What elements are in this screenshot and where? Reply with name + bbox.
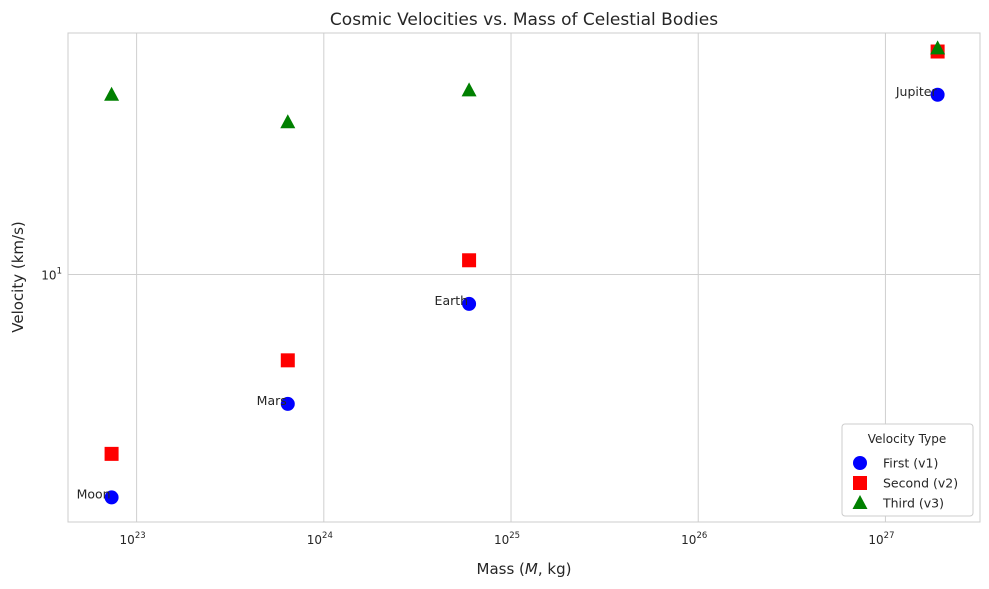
x-tick-exponent: 24 [322, 531, 333, 541]
x-tick-label: 1027 [868, 531, 894, 547]
x-tick-base: 10 [494, 533, 509, 547]
plot-frame [67, 32, 981, 523]
x-axis-label: Mass (M, kg) [477, 560, 572, 578]
legend-items: First (v1) Second (v2) Third (v3) [852, 456, 958, 511]
point-triangle [461, 82, 477, 97]
point-circle [930, 87, 945, 102]
x-tick-exponent: 27 [884, 531, 895, 541]
grid-layer [68, 33, 980, 522]
legend-marker-circle [853, 456, 867, 470]
legend-label: First (v1) [883, 456, 938, 471]
chart-title: Cosmic Velocities vs. Mass of Celestial … [330, 10, 718, 30]
point-circle [462, 296, 477, 311]
x-tick-label: 1023 [120, 531, 146, 547]
point-square [462, 253, 477, 268]
y-tick-label: 101 [41, 266, 62, 282]
body-label: Mars [257, 393, 287, 408]
point-circle [280, 396, 295, 411]
x-tick-exponent: 26 [696, 531, 707, 541]
legend: Velocity Type First (v1) Second (v2) Third… [841, 423, 974, 517]
point-circle [104, 490, 119, 505]
x-tick-label: 1024 [307, 531, 333, 547]
point-square [104, 446, 119, 461]
y-tick-base: 10 [41, 268, 56, 282]
legend-marker-triangle [852, 495, 868, 509]
body-label: Earth [435, 293, 469, 308]
x-axis-label-prefix: Mass ( [477, 560, 525, 578]
legend-box [841, 423, 974, 517]
x-tick-label: 1025 [494, 531, 520, 547]
body-label: Jupiter [895, 84, 938, 99]
x-axis-label-variable: M [525, 560, 538, 578]
x-tick-base: 10 [120, 533, 135, 547]
x-tick-exponent: 25 [509, 531, 520, 541]
legend-label: Second (v2) [883, 476, 958, 491]
point-triangle [930, 40, 946, 55]
point-label-layer: Moon Mars Earth Jupiter [77, 84, 938, 502]
y-tick-exponent: 1 [57, 266, 62, 276]
x-tick-base: 10 [681, 533, 696, 547]
body-label: Moon [77, 486, 111, 501]
legend-label: Third (v3) [882, 496, 944, 511]
x-tick-exponent: 23 [135, 531, 146, 541]
point-layer [104, 40, 946, 505]
legend-marker-square [853, 476, 867, 490]
point-triangle [280, 114, 296, 129]
x-tick-base: 10 [868, 533, 883, 547]
x-tick-base: 10 [307, 533, 322, 547]
x-tick-label: 1026 [681, 531, 707, 547]
y-axis-label: Velocity (km/s) [9, 221, 27, 332]
x-axis-label-suffix: , kg) [538, 560, 572, 578]
point-triangle [104, 86, 120, 101]
legend-title: Velocity Type [868, 432, 946, 446]
point-square [280, 353, 295, 368]
